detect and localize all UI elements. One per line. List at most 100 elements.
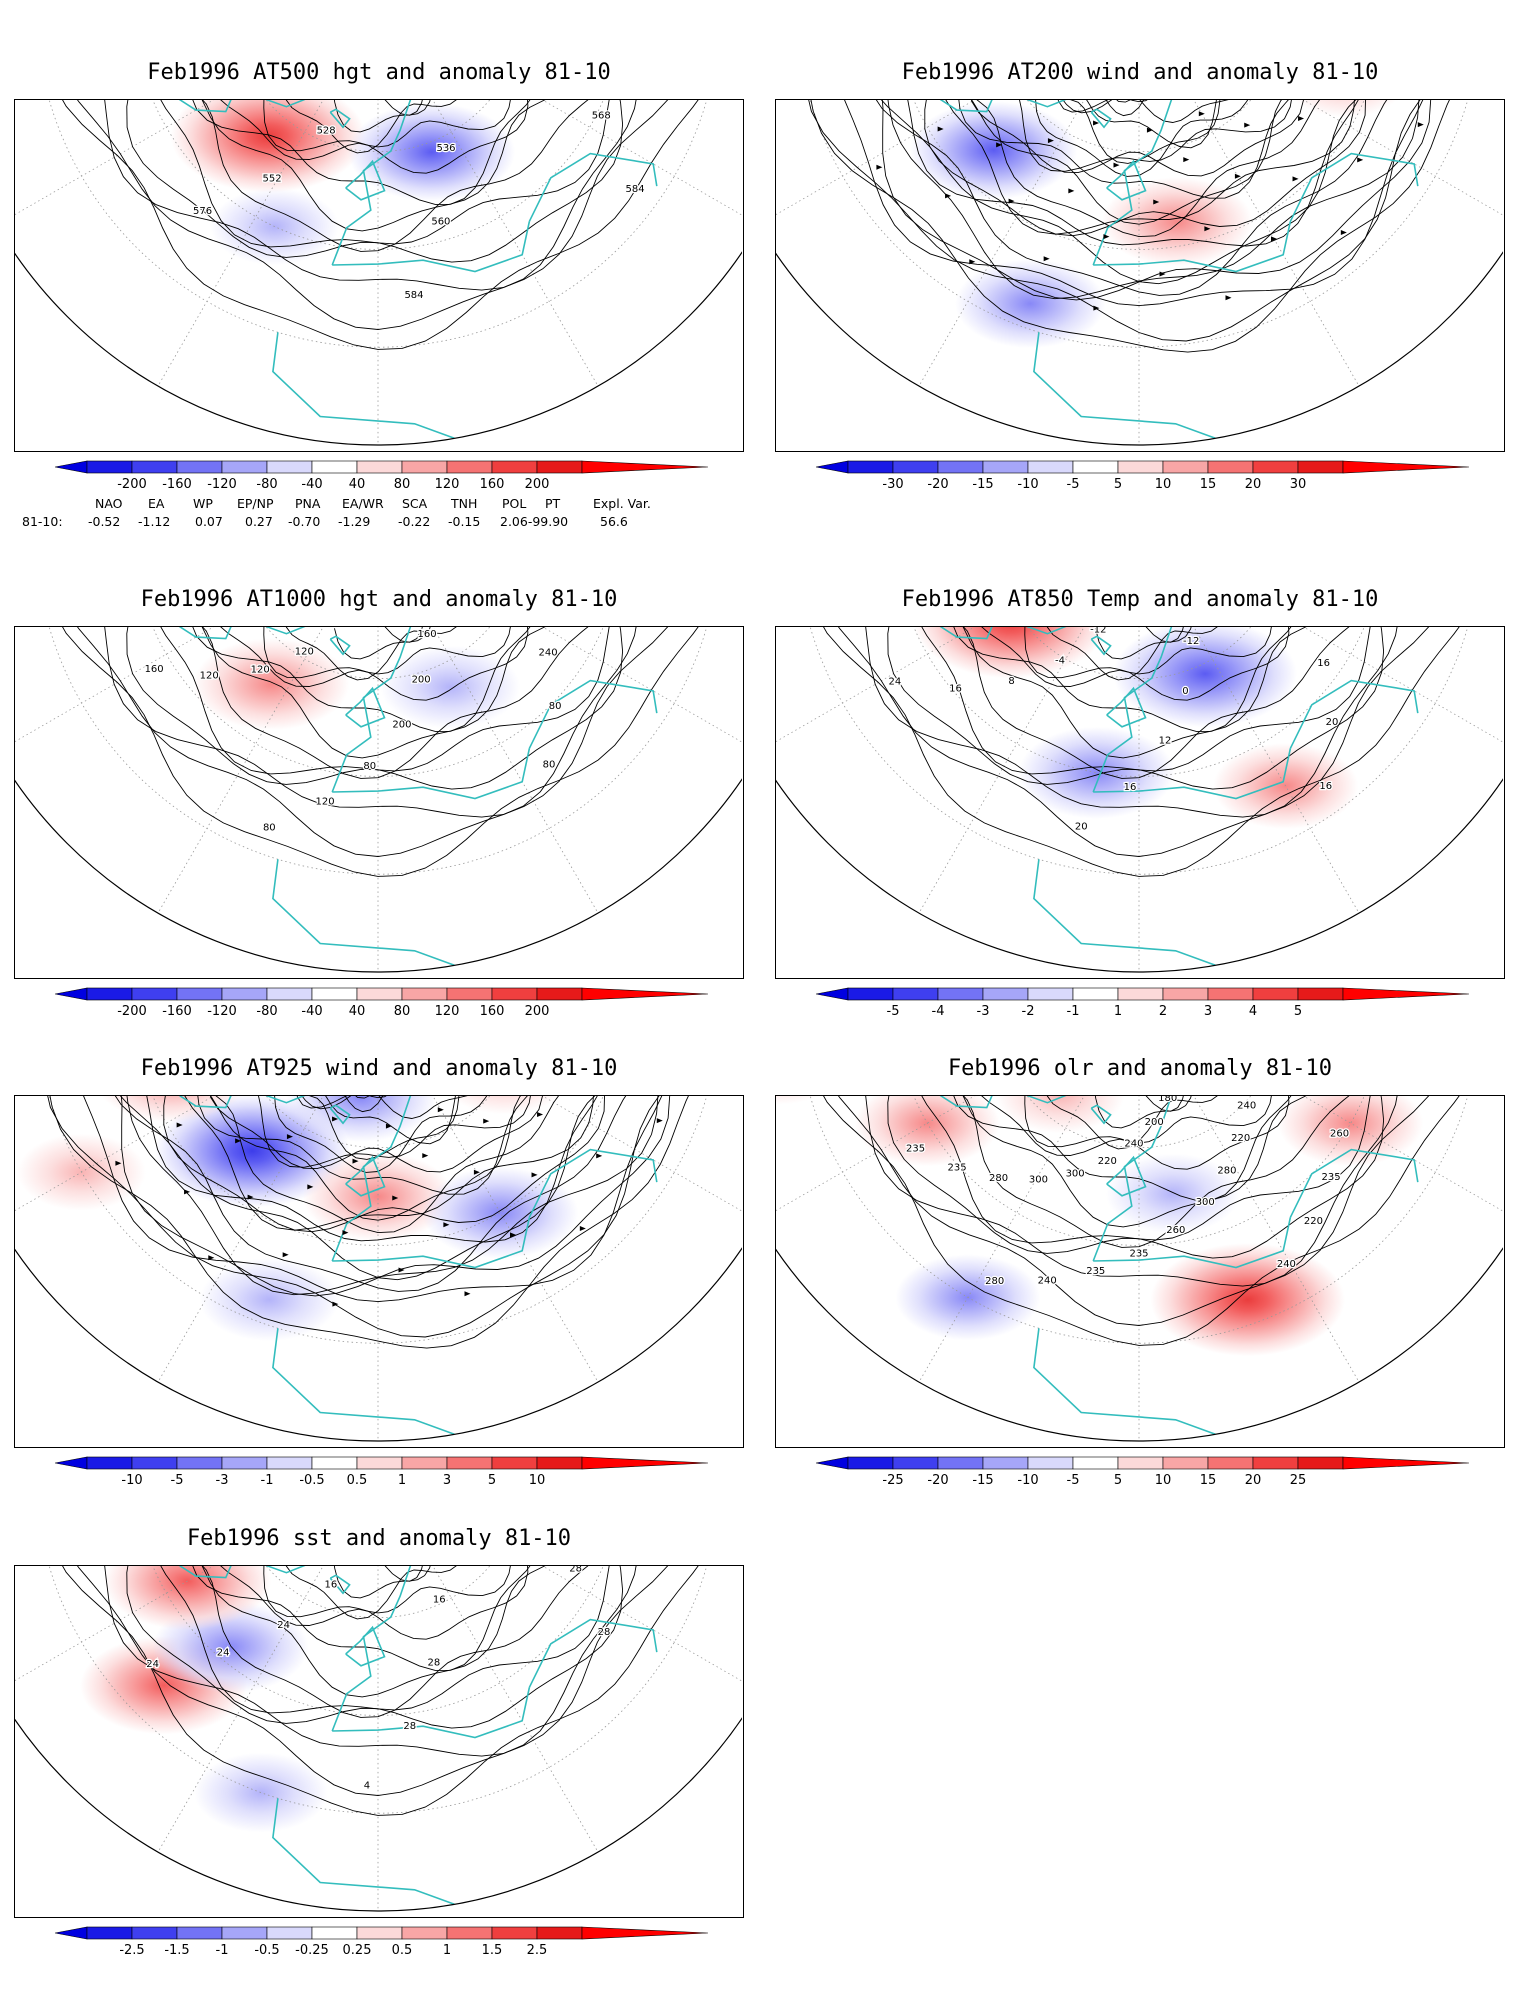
coastline: [331, 100, 428, 266]
contour-label: 16: [433, 1594, 446, 1605]
contour-label: -12: [1090, 627, 1106, 636]
contour-label: 16: [1319, 781, 1332, 792]
colorbar-tick-label: -40: [301, 477, 322, 492]
contour-label: 120: [295, 647, 314, 658]
colorbar-tick-label: 80: [394, 477, 411, 492]
colorbar-min-arrow: [816, 987, 849, 1001]
contour-line: [208, 627, 542, 701]
anomaly-blob: [1278, 1096, 1424, 1167]
streamline-arrow: [596, 1153, 603, 1159]
contour-label: 12: [1159, 736, 1172, 747]
contour-line: [901, 1096, 1388, 1248]
contour-line: [140, 627, 627, 779]
coastline: [272, 1328, 455, 1436]
map-wind200: [775, 99, 1505, 452]
contour-lines: [45, 627, 726, 877]
coastline: [345, 686, 386, 728]
colorbar-swatch: [847, 1456, 894, 1470]
colorbar-tick-label: -20: [927, 1473, 948, 1488]
anomaly-blob: [93, 1096, 250, 1123]
contour-line: [883, 627, 1397, 790]
streamline-arrow: [1225, 295, 1232, 301]
contour-line: [145, 1566, 596, 1698]
contour-line: [810, 627, 1452, 857]
anomaly-blob: [910, 101, 1078, 200]
colorbar-tick-label: 25: [1290, 1473, 1307, 1488]
colorbar-swatch: [221, 1456, 268, 1470]
colorbar-tick-label: 0.25: [343, 1943, 372, 1958]
anomaly-blob: [913, 627, 1109, 679]
latitude-circle: [35, 627, 721, 875]
contour-label: 28: [427, 1658, 440, 1669]
panel-title: Feb1996 AT500 hgt and anomaly 81-10: [147, 60, 611, 85]
colorbar-swatch: [311, 1456, 358, 1470]
stats-header-eawr: EA/WR: [342, 496, 384, 511]
contour-line: [275, 1096, 491, 1113]
streamline-arrow: [464, 1291, 471, 1297]
meridian-line: [402, 1566, 599, 1853]
anomaly-blob: [1150, 1243, 1345, 1357]
contour-label: 0: [1182, 686, 1188, 697]
streamline-arrow: [1417, 122, 1424, 128]
stats-row-label: 81-10:: [22, 514, 63, 529]
colorbar-tick-label: 4: [1249, 1004, 1257, 1019]
map-boundary: [15, 777, 742, 973]
contour-label: 280: [985, 1276, 1004, 1287]
streamline-arrow: [1153, 199, 1160, 205]
contour-label: 584: [404, 290, 423, 301]
colorbar-tick-label: -10: [121, 1473, 142, 1488]
anomaly-blob: [422, 1166, 579, 1259]
colorbar-min-arrow: [55, 987, 88, 1001]
colorbar-swatch: [131, 460, 178, 474]
colorbar-tick-label: -10: [1017, 1473, 1038, 1488]
streamline-arrow: [1357, 157, 1364, 163]
contour-line: [224, 627, 529, 679]
coastlines: [64, 1566, 658, 1906]
contour-line: [207, 1096, 548, 1173]
streamline-arrow: [422, 1153, 429, 1159]
contour-line: [72, 1096, 678, 1303]
contour-label: 120: [330, 627, 349, 630]
graticule: [15, 1096, 742, 1441]
colorbar-swatch: [311, 460, 358, 474]
contour-label: 220: [1098, 1156, 1117, 1167]
contour-label: 16: [325, 1580, 338, 1591]
contour-line: [274, 627, 489, 643]
contour-line: [1004, 627, 1264, 660]
streamline-arrow: [385, 1123, 392, 1129]
contour-label: 235: [1129, 1249, 1148, 1260]
contour-label: 235: [1322, 1172, 1341, 1183]
coastline: [64, 100, 283, 113]
colorbar-tick-label: 2.5: [527, 1943, 548, 1958]
contour-label: -4: [1055, 656, 1065, 667]
anomaly-blob: [199, 1258, 340, 1342]
colorbar-swatch: [176, 460, 223, 474]
coastline: [1033, 332, 1216, 440]
streamline-arrow: [184, 1189, 191, 1195]
contour-line: [86, 1096, 671, 1297]
contour-labels: 04812161620242828242828244: [145, 1566, 612, 1793]
colorbar-swatch: [1117, 1456, 1164, 1470]
contour-lines: [806, 627, 1487, 877]
contour-label: 240: [1237, 1101, 1256, 1112]
anomaly-blob: [210, 188, 339, 266]
coastline: [1093, 1217, 1292, 1269]
contour-labels: 1208040401201601601202008012020024012080…: [143, 627, 562, 835]
colorbar-swatch: [266, 987, 313, 1001]
colorbar-swatch: [86, 1926, 133, 1940]
contour-label: 240: [1038, 1276, 1057, 1287]
contour-line: [89, 1566, 673, 1757]
colorbar-tick-label: -40: [301, 1004, 322, 1019]
colorbar-swatch: [892, 460, 939, 474]
colorbar-swatch: [1252, 460, 1299, 474]
contour-line: [806, 627, 1487, 877]
colorbar-swatch: [221, 460, 268, 474]
contour-line: [274, 1566, 489, 1582]
streamline-arrow: [473, 1169, 480, 1175]
contour-label: 300: [1066, 1169, 1085, 1180]
colorbar-tick-label: -1: [216, 1943, 229, 1958]
contour-label: 80: [363, 761, 376, 772]
contour-label: 16: [949, 683, 962, 694]
contour-label: 235: [947, 1163, 966, 1174]
colorbar-swatch: [1072, 1456, 1119, 1470]
